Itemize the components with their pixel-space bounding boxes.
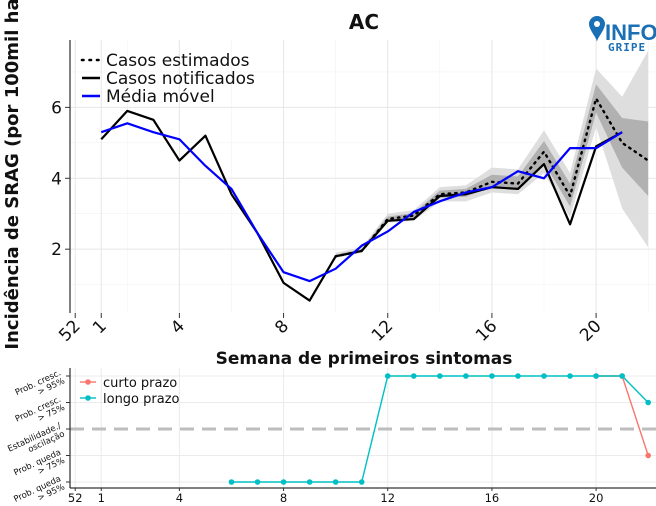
bottom-x-tick-label: 8 [280, 491, 287, 505]
bottom-series-lines [228, 373, 651, 485]
trend-point-longo-prazo [437, 373, 443, 379]
trend-point-longo-prazo [515, 373, 521, 379]
confidence-band-inner [335, 84, 649, 257]
bottom-legend-label: longo prazo [103, 392, 180, 407]
trend-point-longo-prazo [489, 373, 495, 379]
x-tick-label: 12 [368, 316, 397, 345]
x-tick-label: 1 [89, 316, 111, 338]
top-panel: 2 4 6 52 1 4 8 12 16 20 AC Incidência de SRAG (po… [2, 0, 656, 369]
y-tick-label: 6 [51, 98, 62, 118]
trend-point-longo-prazo [280, 479, 287, 485]
location-pin-hole [594, 21, 600, 27]
infogripe-logo: INFO GRIPE [589, 16, 656, 54]
y-tick-label: 2 [51, 240, 62, 260]
trend-point-longo-prazo [645, 399, 651, 406]
trend-point-curto-prazo [645, 452, 651, 459]
x-tick-label: 52 [55, 316, 84, 345]
trend-point-longo-prazo [384, 373, 391, 379]
x-tick-label: 16 [472, 316, 501, 345]
bottom-x-tick-label: 1 [98, 491, 105, 505]
x-tick-label: 4 [167, 316, 189, 338]
trend-point-longo-prazo [410, 373, 417, 379]
bottom-gridlines [70, 368, 656, 488]
series-line-casos-estimados [334, 97, 650, 258]
logo-sub-text: GRIPE [608, 41, 646, 54]
legend-label: Casos estimados [106, 51, 250, 71]
trend-point-longo-prazo [463, 373, 469, 379]
y-tick-label: 4 [51, 169, 62, 189]
bottom-legend-label: curto prazo [103, 376, 177, 391]
trend-point-longo-prazo [567, 373, 573, 379]
trend-point-longo-prazo [254, 479, 261, 485]
confidence-bands [335, 50, 649, 259]
x-tick-label: 8 [271, 316, 293, 338]
bottom-legend-key-point [85, 379, 91, 385]
legend-label: Casos notificados [106, 69, 255, 89]
trend-point-longo-prazo [541, 373, 547, 379]
top-series-lines [100, 97, 650, 302]
bottom-legend-key-point [85, 395, 91, 401]
logo-main-text: INFO [605, 20, 656, 45]
bottom-x-tick-label: 4 [176, 491, 183, 505]
y-axis-label: Incidência de SRAG (por 100mil ha [2, 0, 23, 350]
location-pin-icon [589, 16, 605, 42]
chart-title: AC [349, 10, 379, 34]
trend-point-longo-prazo [332, 479, 339, 485]
trend-line-curto-prazo [596, 375, 649, 456]
bottom-x-tick-label: 20 [589, 491, 604, 505]
trend-point-longo-prazo [593, 373, 599, 379]
x-axis-label: Semana de primeiros sintomas [216, 349, 513, 369]
trend-point-longo-prazo [306, 479, 313, 485]
bottom-x-tick-label: 52 [68, 491, 83, 505]
bottom-x-tick-label: 12 [380, 491, 395, 505]
legend-label: Média móvel [106, 87, 215, 107]
bottom-y-tick-label: Prob. queda> 95% [12, 474, 66, 506]
bottom-panel: Prob. queda> 95%Prob. queda> 75%Estabili… [6, 368, 656, 506]
series-line-m-dia-m-vel [100, 122, 623, 283]
trend-point-longo-prazo [228, 479, 235, 485]
trend-point-longo-prazo [358, 479, 365, 485]
trend-point-longo-prazo [619, 373, 625, 379]
bottom-x-tick-label: 16 [485, 491, 500, 505]
x-tick-label: 20 [576, 316, 605, 345]
